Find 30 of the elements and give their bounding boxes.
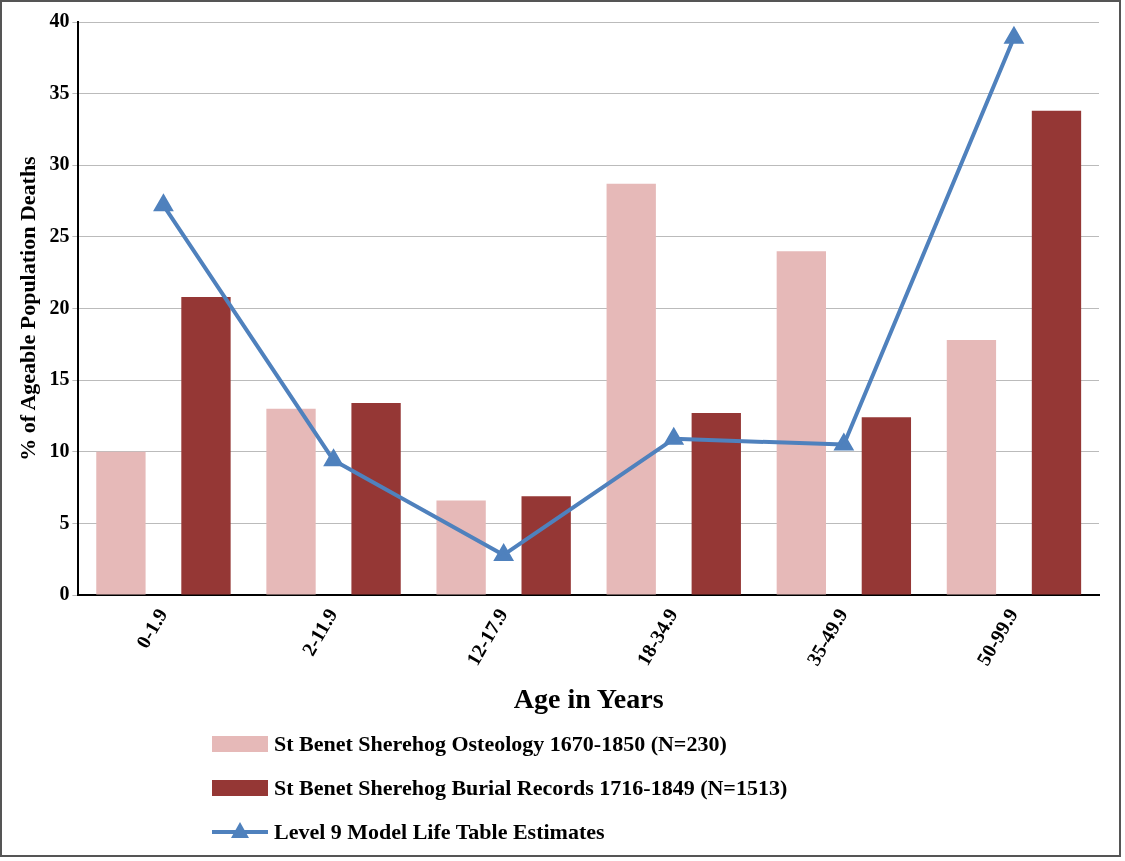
bar [1031, 110, 1082, 595]
bar [691, 413, 741, 595]
bar [946, 340, 997, 595]
x-axis-title: Age in Years [513, 683, 664, 715]
y-tick-label: 20 [49, 295, 70, 318]
bar [351, 403, 401, 595]
legend-label: St Benet Sherehog Osteology 1670-1850 (N=230) [274, 731, 727, 757]
bar [181, 297, 231, 595]
legend-label: Level 9 Model Life Table Estimates [274, 819, 605, 845]
bar [861, 417, 912, 595]
y-tick-label: 10 [49, 438, 70, 461]
point [154, 195, 173, 212]
point [324, 450, 343, 467]
y-tick-label: 35 [49, 80, 70, 103]
y-tick-label: 0 [59, 582, 70, 605]
point [664, 426, 684, 445]
bar [776, 251, 826, 595]
legend-label: St Benet Sherehog Burial Records 1716-1849 (N=1513) [274, 775, 788, 801]
point [494, 544, 513, 561]
y-tick-label: 5 [59, 510, 70, 533]
bar [266, 408, 316, 595]
bar [521, 496, 571, 595]
y-tick-label: 30 [49, 152, 70, 175]
y-axis-title: % of Ageable Population Deaths [14, 155, 40, 461]
bar [96, 451, 146, 595]
y-tick-label: 40 [49, 9, 70, 32]
y-tick-label: 15 [49, 367, 70, 390]
bar [436, 500, 486, 595]
y-tick-label: 25 [49, 224, 70, 247]
bar [606, 183, 656, 595]
